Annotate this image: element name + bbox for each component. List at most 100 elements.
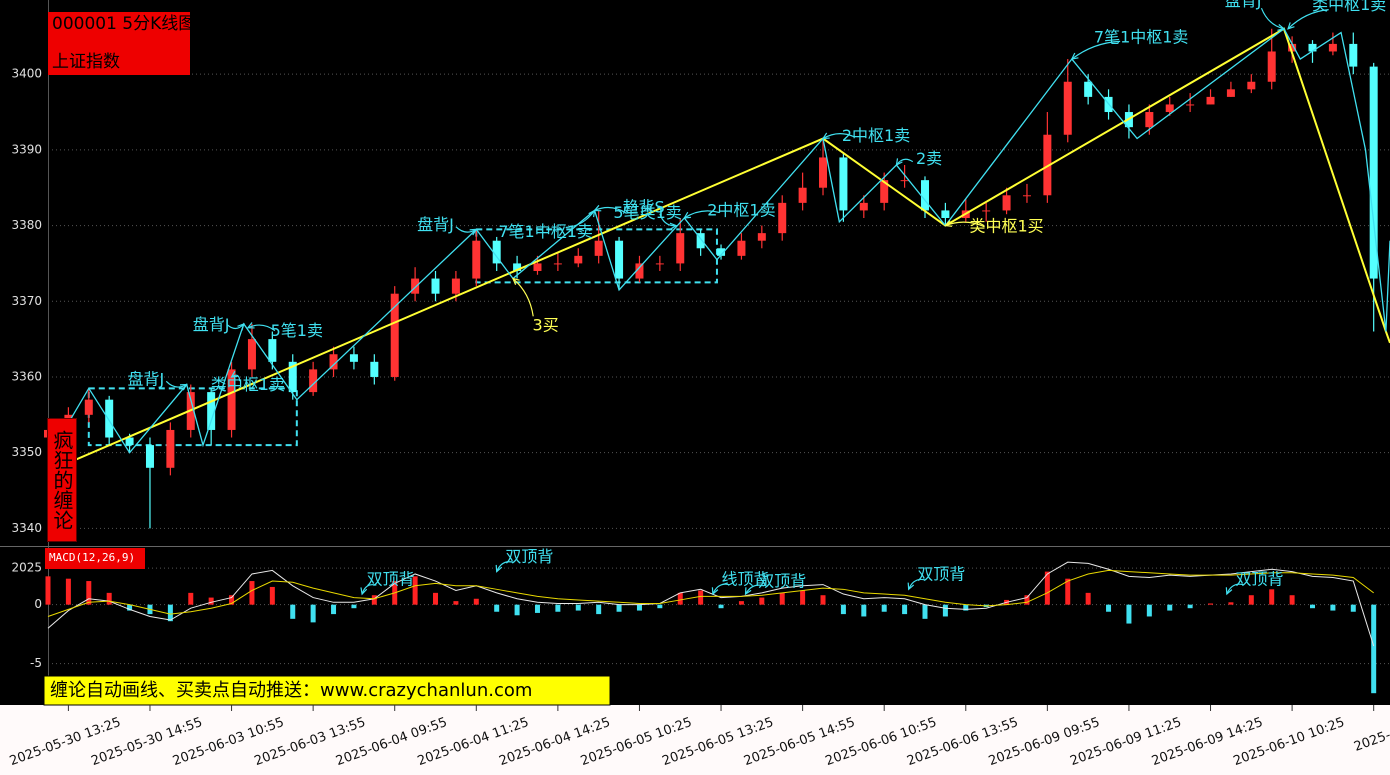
macd-bar (1330, 604, 1336, 611)
macd-bar (473, 598, 479, 605)
annotation: 3买 (533, 316, 559, 335)
annotation-arrow (594, 206, 626, 214)
candle-body (309, 369, 318, 393)
macd-bar (800, 590, 806, 605)
annotation-arrowhead (1225, 587, 1233, 596)
macd-bar (331, 604, 337, 615)
annotation-arrow (895, 158, 914, 166)
annotation-arrowhead (711, 587, 719, 596)
annotation-arrowhead (944, 220, 953, 227)
macd-bar (1044, 571, 1050, 605)
candle-body (696, 233, 705, 249)
annotation-arrowhead (895, 158, 903, 167)
annotation-arrowhead (179, 383, 188, 391)
macd-bar (371, 595, 377, 605)
annotation: 5笔1卖 (271, 321, 323, 340)
annotation-arrow (227, 323, 245, 330)
candle-body (553, 263, 562, 265)
macd-bar (433, 592, 439, 605)
macd-bar (820, 595, 826, 605)
macd-bar (229, 595, 235, 605)
candle-body (370, 361, 379, 377)
candle-body (1206, 96, 1215, 105)
macd-bar (963, 604, 969, 611)
macd-bar (1085, 592, 1091, 605)
macd-bar (1146, 604, 1152, 617)
candle-body (349, 354, 358, 362)
candle-body (920, 180, 929, 211)
annotation-arrow (908, 578, 926, 590)
macd-bar (412, 576, 418, 605)
candle-body (1063, 81, 1072, 135)
annotation-arrowhead (907, 582, 915, 591)
macd-title: MACD(12,26,9) (49, 551, 135, 564)
candle-body (819, 157, 828, 188)
candle-body (839, 157, 848, 211)
annotation: 类中枢1买 (969, 217, 1043, 236)
candle-body (594, 240, 603, 256)
macd-bar (1024, 595, 1030, 605)
macd-bar (45, 576, 51, 605)
candle-body (574, 255, 583, 264)
stroke-line (63, 27, 1390, 454)
candle-body (615, 240, 624, 279)
annotation-arrow (565, 210, 596, 229)
y-tick-label: 3360 (11, 369, 42, 383)
annotation-arrowhead (1287, 22, 1295, 30)
candle-body (778, 202, 787, 234)
chart-subtitle: 上证指数 (52, 52, 120, 72)
candle-body (1328, 43, 1337, 52)
macd-bar (127, 604, 133, 611)
candle-body (166, 429, 175, 468)
macd-bar (1269, 589, 1275, 605)
candle-body (1186, 104, 1195, 106)
annotation-arrowhead (230, 370, 239, 378)
candle-body (1022, 195, 1031, 197)
annotation-arrow (165, 380, 187, 388)
candle-body (288, 361, 297, 393)
annotation-arrow (1287, 8, 1329, 30)
annotation-arrow (247, 324, 276, 332)
annotation-arrowhead (593, 204, 602, 212)
macd-bar (922, 604, 928, 619)
annotation: 盘背J (128, 369, 165, 388)
candle-body (1288, 43, 1297, 52)
candle-body (941, 210, 950, 218)
macd-bar (208, 597, 214, 605)
macd-bar (1289, 595, 1295, 605)
macd-bar (881, 604, 887, 612)
candle-body (635, 263, 644, 279)
macd-bar (494, 604, 500, 612)
annotation: 线顶背 (722, 569, 770, 588)
annotation-arrow (744, 584, 765, 595)
macd-bar (1187, 604, 1193, 609)
annotation: 双顶背 (917, 565, 965, 584)
macd-bar (902, 604, 908, 615)
macd-bar (616, 604, 622, 612)
macd-title-box (45, 548, 145, 569)
annotation-arrowhead (495, 564, 503, 573)
annotation-arrow (712, 583, 730, 595)
annotation: 双顶背 (758, 572, 806, 591)
candle-body (1267, 51, 1276, 82)
macd-bar (106, 592, 112, 605)
macd-bar (636, 604, 642, 611)
candle-body (1308, 43, 1317, 52)
annotation: 双顶背 (505, 547, 553, 566)
annotation-arrowhead (469, 228, 478, 236)
macd-bar (453, 601, 459, 605)
macd-bar (575, 604, 581, 611)
y-tick-label: 2025 (11, 561, 42, 575)
annotation: 盘背J (1225, 0, 1262, 10)
candle-body (451, 278, 460, 294)
annotation: 类中枢1卖 (1312, 0, 1386, 14)
macd-bar (596, 604, 602, 615)
candle-body (125, 437, 134, 446)
annotation: 5笔类1卖 (613, 203, 681, 222)
segment-line (47, 27, 1390, 473)
macd-bar (65, 578, 71, 605)
title-box (48, 12, 190, 75)
macd-bar (942, 604, 948, 617)
annotation-arrow (1260, 7, 1285, 30)
